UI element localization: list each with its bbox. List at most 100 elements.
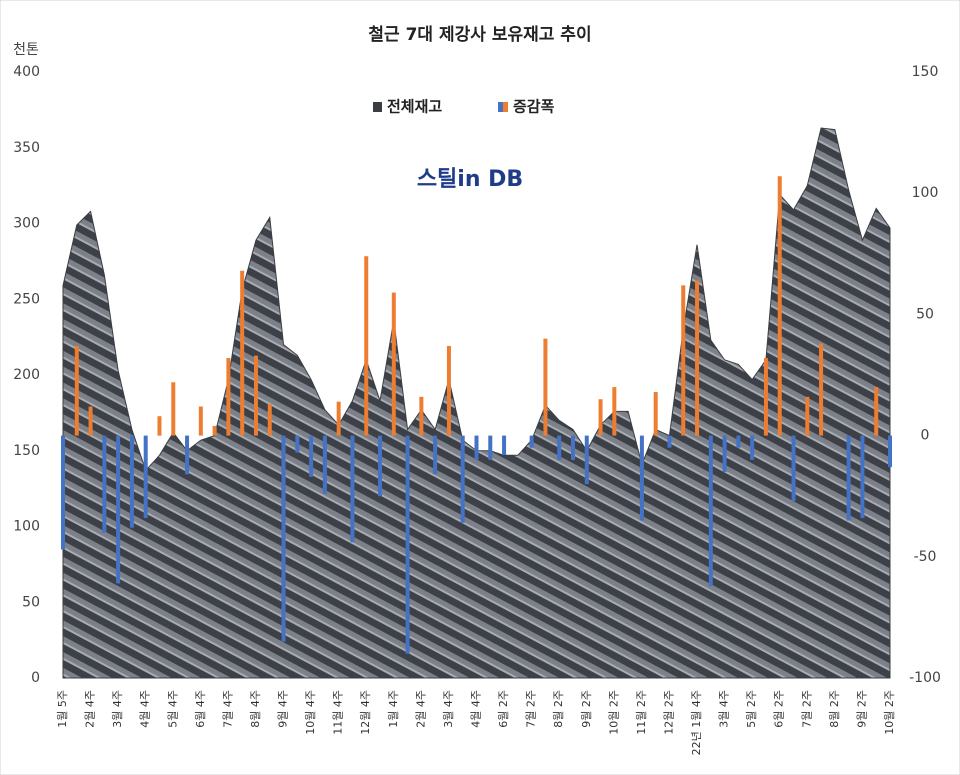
x-tick-label: 6월 2주 xyxy=(773,690,786,728)
bar xyxy=(777,176,782,436)
x-tick-label: 3월 4주 xyxy=(718,690,731,728)
bar xyxy=(198,406,203,436)
y2-tick-label: 100 xyxy=(912,185,939,201)
x-tick-label: 9월 4주 xyxy=(277,690,290,728)
bar xyxy=(336,401,341,436)
bar xyxy=(488,435,493,460)
x-tick-label: 11월 4주 xyxy=(332,690,345,735)
bar xyxy=(171,382,176,436)
bar xyxy=(143,435,148,519)
bar xyxy=(460,435,465,523)
plot-area xyxy=(61,127,892,679)
bar xyxy=(557,435,562,460)
bar xyxy=(391,292,396,436)
bar xyxy=(309,435,314,477)
y-tick-label: 250 xyxy=(13,291,40,307)
bar xyxy=(846,435,851,521)
bar xyxy=(584,435,589,485)
bar xyxy=(543,338,548,436)
bar xyxy=(405,435,410,654)
bar xyxy=(667,435,672,448)
legend-label: 전체재고 xyxy=(387,98,442,116)
x-tick-label: 6월 2주 xyxy=(497,690,510,728)
bar xyxy=(722,435,727,472)
bar xyxy=(446,345,451,436)
x-tick-label: 7월 4주 xyxy=(221,690,234,728)
bar xyxy=(157,416,162,436)
bar xyxy=(378,435,383,497)
bar xyxy=(185,435,190,475)
x-tick-label: 2월 4주 xyxy=(84,690,97,728)
y-unit: 천톤 xyxy=(13,42,39,58)
x-tick-label: 10월 2주 xyxy=(607,690,620,735)
bar xyxy=(791,435,796,502)
legend-swatch xyxy=(373,102,382,112)
x-tick-label: 8월 4주 xyxy=(249,690,262,728)
bar xyxy=(695,280,700,436)
y-tick-label: 150 xyxy=(13,443,40,459)
bar xyxy=(805,396,810,436)
bar xyxy=(888,435,892,468)
x-tick-label: 1월 4주 xyxy=(387,690,400,728)
y-tick-label: 0 xyxy=(31,670,40,686)
bar xyxy=(88,406,93,436)
watermark: 스틸in DB xyxy=(417,167,523,192)
bar xyxy=(322,435,327,494)
bar xyxy=(474,435,479,460)
y2-tick-label: 50 xyxy=(916,306,934,322)
x-tick-label: 12월 2주 xyxy=(662,690,675,735)
y2-tick-label: -50 xyxy=(914,549,937,565)
x-tick-label: 11월 2주 xyxy=(635,690,648,735)
bar xyxy=(874,387,879,436)
bar xyxy=(612,387,617,436)
legend-swatch xyxy=(503,102,508,112)
bar xyxy=(681,285,686,436)
bar xyxy=(639,435,644,521)
x-tick-label: 9월 2주 xyxy=(580,690,593,728)
area xyxy=(62,127,891,679)
y-tick-label: 300 xyxy=(13,216,40,232)
x-tick-label: 8월 2주 xyxy=(828,690,841,728)
y-tick-label: 350 xyxy=(13,140,40,156)
chart-title: 철근 7대 제강사 보유재고 추이 xyxy=(368,25,591,45)
x-tick-label: 2월 4주 xyxy=(414,690,427,728)
bar xyxy=(708,435,713,586)
x-tick-label: 5월 4주 xyxy=(166,690,179,728)
bar xyxy=(226,358,231,436)
bar xyxy=(860,435,865,519)
x-tick-label: 4월 4주 xyxy=(139,690,152,728)
bar xyxy=(102,435,107,533)
bar xyxy=(240,270,245,436)
x-tick-label: 7월 2주 xyxy=(800,690,813,728)
x-tick-label: 10월 2주 xyxy=(883,690,896,735)
x-tick-label: 3월 4주 xyxy=(111,690,124,728)
x-tick-label: 5월 2주 xyxy=(745,690,758,728)
bar xyxy=(253,355,258,436)
legend-label: 증감폭 xyxy=(513,98,555,116)
y-tick-label: 100 xyxy=(13,519,40,535)
legend-swatch xyxy=(498,102,503,112)
y2-tick-label: -100 xyxy=(909,670,941,686)
bar xyxy=(364,256,369,436)
bar xyxy=(598,399,603,436)
bar xyxy=(116,435,121,584)
bar xyxy=(653,391,658,436)
x-tick-label: 7월 2주 xyxy=(525,690,538,728)
x-tick-label: 1월 5주 xyxy=(56,690,69,728)
bar xyxy=(212,425,217,436)
x-tick-label: 22년 1월 4주 xyxy=(690,690,703,755)
bar xyxy=(570,435,575,460)
bar xyxy=(74,345,79,436)
y-tick-label: 400 xyxy=(13,64,40,80)
bar xyxy=(281,435,286,642)
bar xyxy=(763,358,768,436)
x-tick-label: 8월 2주 xyxy=(552,690,565,728)
y2-tick-label: 0 xyxy=(921,428,930,444)
bar xyxy=(736,435,741,448)
bar xyxy=(419,396,424,436)
x-tick-label: 10월 4주 xyxy=(304,690,317,735)
y2-tick-label: 150 xyxy=(912,64,939,80)
bar xyxy=(502,435,507,455)
bar xyxy=(61,435,65,550)
